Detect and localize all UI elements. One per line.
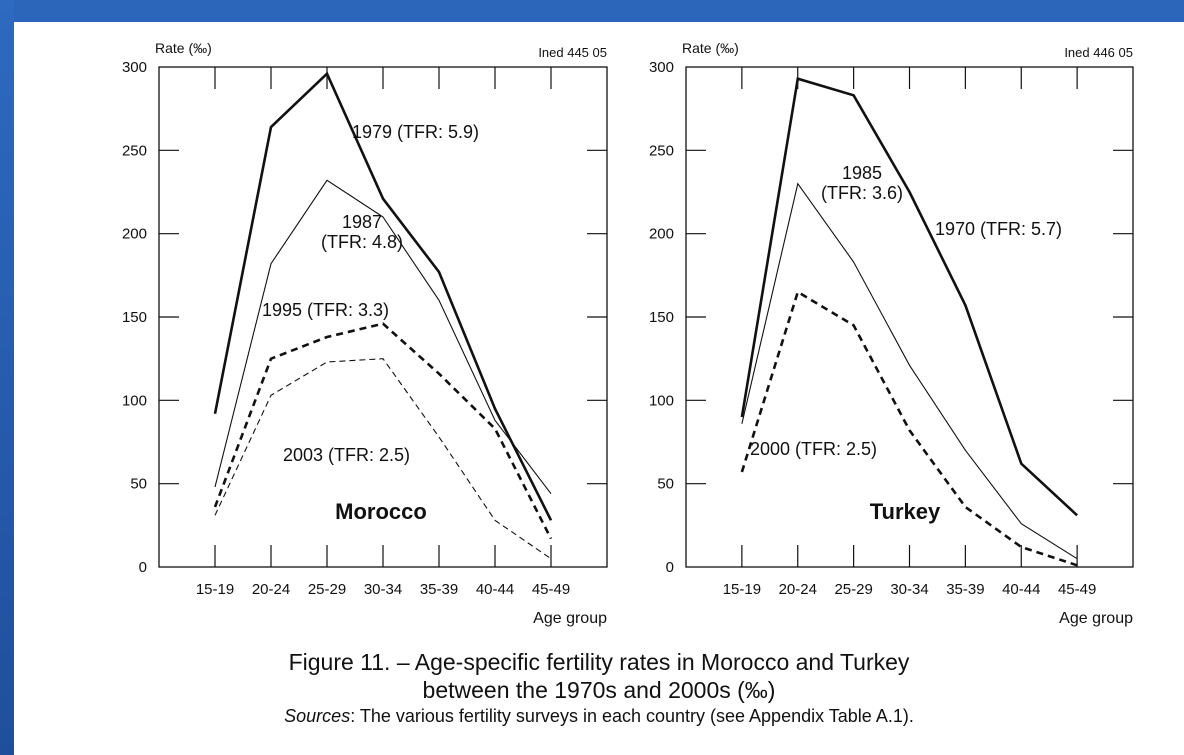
series-label-1: (TFR: 4.8) [321, 232, 403, 252]
series-line-1 [214, 179, 552, 495]
y-tick-label: 200 [649, 226, 674, 243]
series-label-3: 2003 (TFR: 2.5) [283, 445, 410, 465]
series-label-1: 1987 [342, 212, 382, 232]
series-line-0 [740, 77, 1078, 517]
y-axis-label: Rate (‰) [682, 40, 739, 56]
series-label-1: (TFR: 3.6) [821, 183, 903, 203]
plot-frame [685, 66, 1134, 568]
y-tick-label: 50 [657, 476, 674, 493]
panel-label: Turkey [870, 499, 941, 524]
sources-label: Sources [284, 706, 351, 726]
x-tick-label: 30-34 [890, 581, 928, 598]
y-tick-label: 50 [130, 476, 147, 493]
series-line-1 [741, 182, 1078, 560]
window-left-bar [0, 0, 14, 755]
series-label-2: 2000 (TFR: 2.5) [750, 439, 877, 459]
series-label-1: 1985 [842, 163, 882, 183]
y-tick-label: 150 [649, 309, 674, 326]
series-label-2: 1995 (TFR: 3.3) [262, 300, 389, 320]
x-axis-label: Age group [1059, 610, 1133, 627]
caption-line-2: between the 1970s and 2000s (‰) [422, 677, 776, 703]
sources-text: : The various fertility surveys in each … [350, 706, 914, 726]
x-tick-label: 30-34 [364, 581, 402, 598]
x-tick-label: 20-24 [252, 581, 290, 598]
caption-line-1: Figure 11. – Age-specific fertility rate… [288, 649, 910, 675]
figure-sources: Sources: The various fertility surveys i… [14, 706, 1184, 727]
x-axis-label: Age group [533, 610, 607, 627]
y-tick-label: 0 [666, 559, 674, 576]
y-tick-label: 250 [649, 142, 674, 159]
series-line-2 [740, 290, 1078, 567]
y-tick-label: 250 [122, 142, 147, 159]
chart-morocco: 0 50 100 150 200 250 300 15-19 20-24 25-29 30-34 35… [122, 40, 608, 627]
source-ref: Ined 446 05 [1064, 45, 1133, 60]
x-tick-label: 45-49 [1058, 581, 1096, 598]
x-tick-label: 35-39 [420, 581, 458, 598]
x-tick-label: 40-44 [1002, 581, 1040, 598]
window-top-bar [0, 0, 1184, 22]
x-tick-label: 35-39 [946, 581, 984, 598]
series-line-2 [213, 322, 553, 540]
y-tick-label: 300 [649, 59, 674, 76]
series-label-0: 1970 (TFR: 5.7) [935, 219, 1062, 239]
x-tick-label: 20-24 [779, 581, 817, 598]
y-tick-label: 100 [649, 392, 674, 409]
chart-turkey: 0 50 100 150 200 250 300 15-19 20-24 25-29 30-34 35… [649, 40, 1134, 627]
figure-caption: Figure 11. – Age-specific fertility rate… [14, 648, 1184, 704]
y-axis-label: Rate (‰) [155, 40, 212, 56]
x-tick-label: 25-29 [834, 581, 872, 598]
figure-charts: 0 50 100 150 200 250 300 15-19 20-24 25-29 30-34 35… [122, 40, 1134, 627]
source-ref: Ined 445 05 [538, 45, 607, 60]
x-tick-label: 25-29 [308, 581, 346, 598]
y-tick-label: 300 [122, 59, 147, 76]
series-label-0: 1979 (TFR: 5.9) [352, 122, 479, 142]
panel-label: Morocco [335, 499, 427, 524]
series-line-0 [213, 71, 553, 521]
series-line-3 [214, 358, 552, 560]
y-tick-label: 0 [139, 559, 147, 576]
x-tick-label: 45-49 [532, 581, 570, 598]
slide-panel [14, 22, 1184, 755]
y-tick-label: 200 [122, 226, 147, 243]
y-tick-label: 100 [122, 392, 147, 409]
x-tick-label: 40-44 [476, 581, 514, 598]
x-tick-label: 15-19 [723, 581, 761, 598]
y-tick-label: 150 [122, 309, 147, 326]
x-tick-label: 15-19 [196, 581, 234, 598]
